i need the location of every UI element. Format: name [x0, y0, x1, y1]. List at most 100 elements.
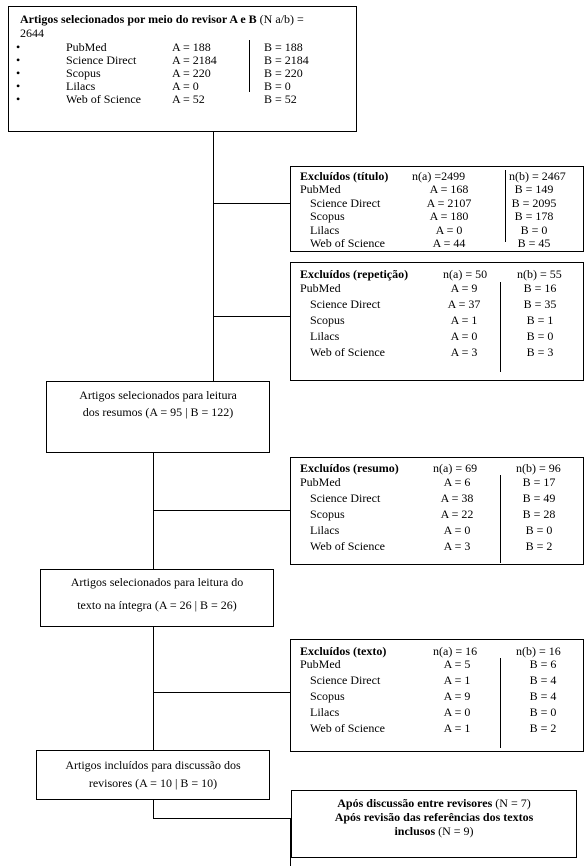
- top-row-name: PubMed: [66, 40, 107, 54]
- repeticao-title: Excluídos (repetição): [300, 267, 409, 281]
- top-row-bullet: •: [16, 66, 21, 80]
- excl-texto-na: n(a) = 16: [433, 644, 478, 658]
- top-row-name: Science Direct: [66, 53, 137, 67]
- resumo-header: Excluídos (resumo): [300, 462, 399, 475]
- top-row-bullet: •: [16, 79, 21, 93]
- top-row-a: A = 52: [172, 92, 205, 106]
- titulo-nb: n(b) = 2467: [509, 169, 566, 183]
- exctexto-row-name: Science Direct: [310, 673, 381, 687]
- top-row-a: A = 188: [172, 40, 211, 54]
- final-line3: inclusos (N = 9): [291, 825, 577, 838]
- branch-line-final-v: [290, 818, 291, 866]
- titulo-row-name: PubMed: [300, 182, 341, 196]
- excl-texto-nb: n(b) = 16: [516, 644, 561, 658]
- box-artigos-selecionados: [8, 6, 357, 132]
- exctexto-row-name: Scopus: [310, 689, 345, 703]
- titulo-row-b: B = 149: [514, 182, 554, 196]
- branch-line-texto: [153, 692, 290, 693]
- trunk-line-2: [153, 453, 154, 569]
- top-row-name: Scopus: [66, 66, 101, 80]
- box-selecionados-resumos: [46, 381, 270, 453]
- excl-texto-separator: [500, 658, 501, 748]
- exctexto-row-a: A = 1: [443, 721, 471, 735]
- exctexto-row-b: B = 4: [529, 689, 557, 703]
- top-row-a: A = 2184: [172, 53, 217, 67]
- resumo-nb: n(b) = 96: [516, 461, 561, 475]
- exctexto-row-a: A = 9: [443, 689, 471, 703]
- resumo-row-a: A = 0: [443, 523, 471, 537]
- repeticao-header: Excluídos (repetição): [300, 268, 408, 281]
- top-title-rest: (N a/b) =: [256, 12, 304, 26]
- exctexto-row-name: PubMed: [300, 657, 341, 671]
- resumo-row-b: B = 28: [522, 507, 556, 521]
- top-row-b: B = 0: [264, 79, 291, 93]
- titulo-row-name: Web of Science: [310, 236, 385, 250]
- box-selecionados-texto: [40, 569, 274, 627]
- final-line2-bold: Após revisão das referências dos textos: [334, 810, 534, 824]
- top-row-name: Lilacs: [66, 79, 96, 93]
- resumo-row-name: Scopus: [310, 507, 345, 521]
- trunk-line-4: [153, 800, 154, 819]
- box-final-discussao: [291, 790, 577, 858]
- top-row-b: B = 2184: [264, 53, 309, 67]
- resumo-row-b: B = 0: [525, 523, 553, 537]
- repeticao-row-name: Science Direct: [310, 297, 381, 311]
- exctexto-row-b: B = 2: [529, 721, 557, 735]
- exctexto-row-name: Web of Science: [310, 721, 385, 735]
- top-row-b: B = 220: [264, 66, 303, 80]
- top-total: 2644: [20, 26, 44, 40]
- final-line3-bold: inclusos: [394, 824, 436, 838]
- repeticao-row-a: A = 0: [450, 329, 478, 343]
- exctexto-row-b: B = 6: [529, 657, 557, 671]
- main-trunk-line: [213, 132, 214, 381]
- resumo-title: Excluídos (resumo): [300, 461, 399, 475]
- repeticao-row-b: B = 16: [523, 281, 557, 295]
- repeticao-row-name: Web of Science: [310, 345, 385, 359]
- exctexto-row-name: Lilacs: [310, 705, 340, 719]
- final-line1: Após discussão entre revisores (N = 7): [291, 797, 577, 810]
- titulo-row-b: B = 0: [520, 222, 548, 237]
- repeticao-nb: n(b) = 55: [517, 267, 562, 281]
- resumo-row-b: B = 17: [522, 475, 556, 489]
- repeticao-row-a: A = 9: [450, 281, 478, 295]
- repeticao-separator: [500, 282, 501, 372]
- repeticao-row-name: PubMed: [300, 281, 341, 295]
- repeticao-na: n(a) = 50: [443, 267, 488, 281]
- titulo-row-b: B = 2095: [511, 195, 557, 210]
- titulo-row-b: B = 178: [514, 209, 554, 223]
- exctexto-row-a: A = 1: [443, 673, 471, 687]
- branch-line-titulo: [213, 203, 290, 204]
- top-row-bullet: •: [16, 53, 21, 67]
- exctexto-row-a: A = 0: [443, 705, 471, 719]
- exctexto-row-a: A = 5: [443, 657, 471, 671]
- resumos-line1: Artigos selecionados para leitura: [79, 388, 237, 402]
- titulo-header: Excluídos (título): [300, 170, 388, 183]
- box-excluidos-resumo: [290, 457, 584, 565]
- texto-header: Excluídos (texto): [300, 645, 386, 658]
- resumo-row-name: Lilacs: [310, 523, 340, 537]
- texto-line2: texto na íntegra (A = 26 | B = 26): [77, 598, 237, 612]
- texto-line1: Artigos selecionados para leitura do: [70, 575, 244, 589]
- final-line1-bold: Após discussão entre revisores: [337, 796, 493, 810]
- branch-line-final-h: [153, 818, 291, 819]
- titulo-row-a: A = 44: [432, 236, 466, 250]
- branch-line-resumo: [153, 510, 290, 511]
- box-artigos-incluidos: [36, 750, 270, 800]
- excl-texto-title: Excluídos (texto): [300, 644, 387, 658]
- titulo-row-name: Science Direct: [310, 195, 381, 210]
- top-row-bullet: •: [16, 92, 21, 106]
- resumo-row-a: A = 38: [440, 491, 474, 505]
- repeticao-row-a: A = 1: [450, 313, 478, 327]
- resumo-separator: [500, 475, 501, 563]
- repeticao-row-b: B = 1: [526, 313, 554, 327]
- final-line2: Após revisão das referências dos textos: [291, 811, 577, 824]
- branch-line-repeticao: [213, 316, 290, 317]
- resumo-na: n(a) = 69: [433, 461, 478, 475]
- exctexto-row-b: B = 0: [529, 705, 557, 719]
- box-excluidos-titulo: [290, 166, 584, 252]
- resumo-row-b: B = 2: [525, 539, 553, 553]
- titulo-row-a: A = 168: [429, 182, 469, 196]
- top-row-a: A = 220: [172, 66, 211, 80]
- titulo-row-a: A = 180: [429, 209, 469, 223]
- exctexto-row-b: B = 4: [529, 673, 557, 687]
